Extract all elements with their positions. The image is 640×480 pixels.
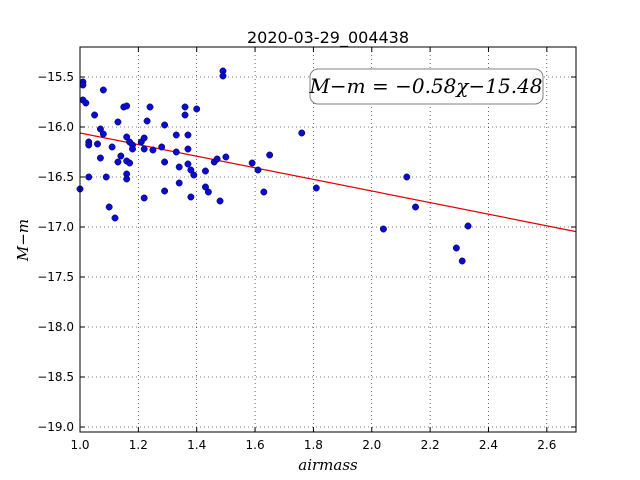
data-point bbox=[412, 203, 419, 211]
data-point bbox=[216, 197, 224, 205]
data-point bbox=[91, 111, 99, 119]
data-point bbox=[190, 171, 198, 179]
data-point bbox=[79, 81, 87, 89]
x-tick-label: 1.8 bbox=[304, 438, 323, 452]
data-point bbox=[149, 146, 157, 154]
y-tick-label: −16.5 bbox=[37, 170, 74, 184]
y-tick-label: −17.0 bbox=[37, 220, 74, 234]
data-point bbox=[117, 152, 125, 160]
data-point bbox=[452, 244, 460, 252]
data-point bbox=[193, 105, 201, 113]
data-point bbox=[85, 173, 93, 181]
x-tick-labels: 1.0 1.2 1.4 1.6 1.8 2.0 2.2 2.4 2.6 bbox=[70, 438, 556, 452]
data-point bbox=[158, 143, 166, 151]
data-point bbox=[172, 148, 180, 156]
data-point bbox=[99, 130, 107, 138]
data-point bbox=[184, 131, 192, 139]
y-tick-label: −18.5 bbox=[37, 370, 74, 384]
y-tick-label: −15.5 bbox=[37, 70, 74, 84]
data-point bbox=[184, 145, 192, 153]
x-tick-label: 1.4 bbox=[187, 438, 206, 452]
data-point bbox=[464, 222, 472, 230]
x-tick-label: 1.0 bbox=[70, 438, 89, 452]
data-point bbox=[161, 121, 169, 129]
y-tick-label: −17.5 bbox=[37, 270, 74, 284]
data-point bbox=[181, 103, 189, 111]
x-tick-label: 2.0 bbox=[362, 438, 381, 452]
data-points bbox=[76, 67, 472, 265]
y-tick-label: −19.0 bbox=[37, 420, 74, 434]
annotation-text: M−m = −0.58χ−15.48 bbox=[308, 74, 542, 98]
data-point bbox=[458, 257, 466, 265]
data-point bbox=[111, 214, 119, 222]
data-point bbox=[213, 155, 221, 163]
x-tick-label: 2.6 bbox=[537, 438, 556, 452]
data-point bbox=[94, 140, 101, 148]
data-point bbox=[298, 129, 306, 137]
data-point bbox=[146, 103, 154, 111]
data-point bbox=[140, 134, 148, 142]
data-point bbox=[126, 159, 134, 167]
data-point bbox=[105, 203, 113, 211]
x-tick-label: 2.4 bbox=[479, 438, 498, 452]
data-point bbox=[140, 194, 148, 202]
data-point bbox=[129, 145, 136, 153]
data-point bbox=[254, 166, 262, 174]
data-point bbox=[140, 145, 148, 153]
y-tick-label: −18.0 bbox=[37, 320, 74, 334]
data-point bbox=[260, 188, 268, 196]
y-tick-labels: −15.5 −16.0 −16.5 −17.0 −17.5 −18.0 −18.5 −19.0 bbox=[37, 70, 74, 434]
x-axis-label: airmass bbox=[298, 456, 358, 474]
data-point bbox=[85, 141, 93, 149]
data-point bbox=[123, 175, 131, 183]
data-point bbox=[181, 111, 189, 119]
data-point bbox=[204, 188, 212, 196]
data-point bbox=[248, 159, 256, 167]
plot-frame bbox=[79, 46, 577, 433]
data-point bbox=[99, 86, 107, 94]
plot-area bbox=[80, 47, 576, 432]
data-point bbox=[114, 158, 122, 166]
data-point bbox=[202, 167, 209, 175]
data-point bbox=[114, 118, 122, 126]
x-tick-label: 1.2 bbox=[129, 438, 148, 452]
data-point bbox=[266, 151, 274, 159]
x-tick-label: 1.6 bbox=[246, 438, 265, 452]
data-point bbox=[175, 179, 183, 187]
data-point bbox=[403, 173, 411, 181]
data-point bbox=[96, 154, 104, 162]
y-axis-label: M−m bbox=[14, 219, 32, 262]
data-point bbox=[123, 102, 131, 110]
ticks bbox=[79, 47, 576, 432]
data-point bbox=[312, 184, 320, 192]
annotation-box bbox=[309, 68, 544, 105]
data-point bbox=[102, 173, 110, 181]
fit-annotation: M−m = −0.58χ−15.48 bbox=[308, 68, 544, 105]
data-point bbox=[222, 153, 230, 161]
data-point bbox=[184, 160, 192, 168]
data-point bbox=[161, 158, 169, 166]
y-tick-label: −16.0 bbox=[37, 120, 74, 134]
data-point bbox=[82, 99, 90, 107]
data-point bbox=[143, 117, 151, 125]
chart-title: 2020-03-29_004438 bbox=[247, 28, 409, 48]
data-point bbox=[187, 193, 195, 201]
data-point bbox=[175, 163, 183, 171]
data-point bbox=[108, 143, 116, 151]
data-point bbox=[379, 225, 387, 233]
x-tick-label: 2.2 bbox=[421, 438, 440, 452]
data-point bbox=[172, 131, 180, 139]
data-point bbox=[161, 187, 169, 195]
data-point bbox=[219, 72, 227, 80]
